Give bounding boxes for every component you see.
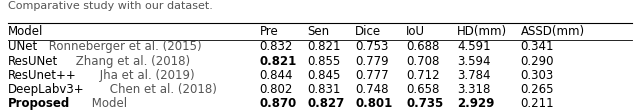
Text: 0.821: 0.821	[307, 40, 340, 53]
Text: Model: Model	[88, 97, 127, 111]
Text: 2.929: 2.929	[457, 97, 494, 111]
Text: 0.779: 0.779	[355, 55, 388, 68]
Text: 4.591: 4.591	[457, 40, 491, 53]
Text: 0.658: 0.658	[406, 83, 440, 96]
Text: 0.844: 0.844	[259, 69, 293, 82]
Text: 0.777: 0.777	[355, 69, 388, 82]
Text: UNet: UNet	[8, 40, 37, 53]
Text: Zhang et al. (2018): Zhang et al. (2018)	[72, 55, 191, 68]
Text: 0.735: 0.735	[406, 97, 444, 111]
Text: IoU: IoU	[406, 25, 425, 38]
Text: 0.831: 0.831	[307, 83, 340, 96]
Text: 3.594: 3.594	[457, 55, 490, 68]
Text: Model: Model	[8, 25, 43, 38]
Text: 0.802: 0.802	[259, 83, 293, 96]
Text: 0.211: 0.211	[521, 97, 554, 111]
Text: 0.712: 0.712	[406, 69, 440, 82]
Text: Ronneberger et al. (2015): Ronneberger et al. (2015)	[45, 40, 202, 53]
Text: 0.827: 0.827	[307, 97, 344, 111]
Text: Chen et al. (2018): Chen et al. (2018)	[106, 83, 217, 96]
Text: 0.832: 0.832	[259, 40, 293, 53]
Text: 0.688: 0.688	[406, 40, 440, 53]
Text: ResUNet: ResUNet	[8, 55, 58, 68]
Text: Jha et al. (2019): Jha et al. (2019)	[96, 69, 195, 82]
Text: 0.801: 0.801	[355, 97, 392, 111]
Text: 0.341: 0.341	[521, 40, 554, 53]
Text: DeepLabv3+: DeepLabv3+	[8, 83, 84, 96]
Text: Sen: Sen	[307, 25, 330, 38]
Text: 0.870: 0.870	[259, 97, 297, 111]
Text: Comparative study with our dataset.: Comparative study with our dataset.	[8, 1, 212, 11]
Text: 0.753: 0.753	[355, 40, 388, 53]
Text: Dice: Dice	[355, 25, 381, 38]
Text: 0.303: 0.303	[521, 69, 554, 82]
Text: 0.821: 0.821	[259, 55, 297, 68]
Text: 3.784: 3.784	[457, 69, 490, 82]
Text: 0.290: 0.290	[521, 55, 554, 68]
Text: Pre: Pre	[259, 25, 278, 38]
Text: 0.845: 0.845	[307, 69, 340, 82]
Text: 3.318: 3.318	[457, 83, 490, 96]
Text: ResUnet++: ResUnet++	[8, 69, 77, 82]
Text: 0.748: 0.748	[355, 83, 388, 96]
Text: 0.265: 0.265	[521, 83, 554, 96]
Text: 0.855: 0.855	[307, 55, 340, 68]
Text: HD(mm): HD(mm)	[457, 25, 507, 38]
Text: ASSD(mm): ASSD(mm)	[521, 25, 585, 38]
Text: 0.708: 0.708	[406, 55, 440, 68]
Text: Proposed: Proposed	[8, 97, 70, 111]
